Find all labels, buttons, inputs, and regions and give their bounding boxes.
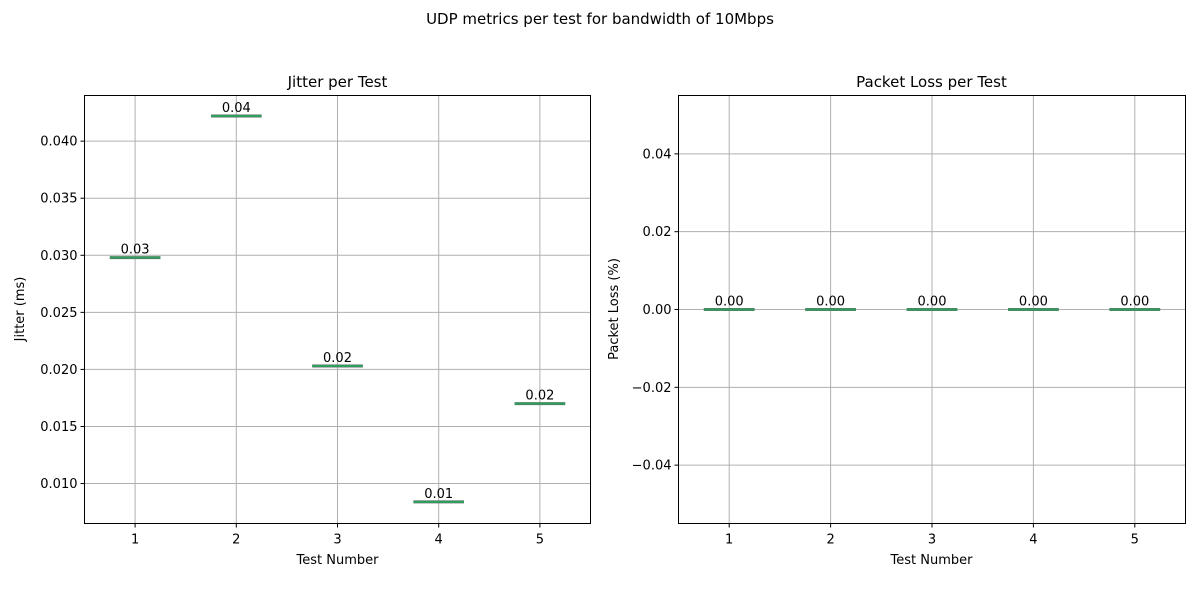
packet-loss-data-label: 0.00 <box>715 295 744 310</box>
jitter-gridlines <box>84 95 591 524</box>
packet-loss-marks: 0.00 0.00 0.00 0.00 0.00 <box>703 295 1161 311</box>
figure-title: UDP metrics per test for bandwidth of 10… <box>426 10 774 28</box>
jitter-x-tick-label: 4 <box>435 533 443 548</box>
jitter-x-tick-label: 5 <box>536 533 544 548</box>
jitter-y-axis-label: Jitter (ms) <box>13 277 28 343</box>
packet-loss-x-tick-label: 4 <box>1029 533 1037 548</box>
jitter-x-tick-label: 2 <box>232 533 240 548</box>
jitter-data-label: 0.02 <box>525 389 554 404</box>
jitter-y-tick-label: 0.040 <box>40 135 77 150</box>
jitter-data-label: 0.03 <box>121 243 150 258</box>
packet-loss-data-label: 0.00 <box>816 295 845 310</box>
jitter-ticks: 0.010 0.015 0.020 0.025 0.030 0.035 0.040 1 2 3 4 5 <box>40 135 544 548</box>
jitter-chart: Jitter per Test Test Number Jitter (ms) … <box>13 73 591 568</box>
jitter-y-tick-label: 0.015 <box>40 420 77 435</box>
jitter-x-tick-label: 3 <box>333 533 341 548</box>
jitter-y-tick-label: 0.025 <box>40 306 77 321</box>
jitter-data-label: 0.04 <box>222 101 251 116</box>
packet-loss-y-tick-label: −0.02 <box>632 381 672 396</box>
packet-loss-x-axis-label: Test Number <box>890 553 974 568</box>
jitter-x-tick-label: 1 <box>131 533 139 548</box>
jitter-y-tick-label: 0.010 <box>40 477 77 492</box>
packet-loss-y-tick-label: 0.02 <box>643 225 672 240</box>
jitter-data-label: 0.02 <box>323 351 352 366</box>
jitter-data-label: 0.01 <box>424 487 453 502</box>
packet-loss-chart-title: Packet Loss per Test <box>856 73 1007 91</box>
packet-loss-plot-frame <box>678 95 1186 524</box>
packet-loss-y-tick-label: 0.00 <box>643 303 672 318</box>
jitter-y-tick-label: 0.030 <box>40 249 77 264</box>
packet-loss-chart: Packet Loss per Test Test Number Packet … <box>607 73 1186 568</box>
packet-loss-data-label: 0.00 <box>1120 295 1149 310</box>
jitter-y-tick-label: 0.020 <box>40 363 77 378</box>
jitter-y-tick-label: 0.035 <box>40 192 77 207</box>
packet-loss-x-tick-label: 2 <box>826 533 834 548</box>
packet-loss-data-label: 0.00 <box>1019 295 1048 310</box>
packet-loss-y-tick-label: 0.04 <box>643 147 672 162</box>
jitter-marks: 0.03 0.04 0.02 0.01 0.02 <box>109 101 566 504</box>
jitter-chart-title: Jitter per Test <box>287 73 388 91</box>
packet-loss-data-label: 0.00 <box>918 295 947 310</box>
packet-loss-y-tick-label: −0.04 <box>632 459 672 474</box>
packet-loss-ticks: −0.04 −0.02 0.00 0.02 0.04 1 2 3 4 5 <box>632 147 1139 547</box>
packet-loss-x-tick-label: 5 <box>1131 533 1139 548</box>
jitter-plot-frame <box>84 95 591 524</box>
packet-loss-y-axis-label: Packet Loss (%) <box>607 258 622 360</box>
packet-loss-x-tick-label: 1 <box>725 533 733 548</box>
jitter-x-axis-label: Test Number <box>296 553 380 568</box>
packet-loss-x-tick-label: 3 <box>928 533 936 548</box>
